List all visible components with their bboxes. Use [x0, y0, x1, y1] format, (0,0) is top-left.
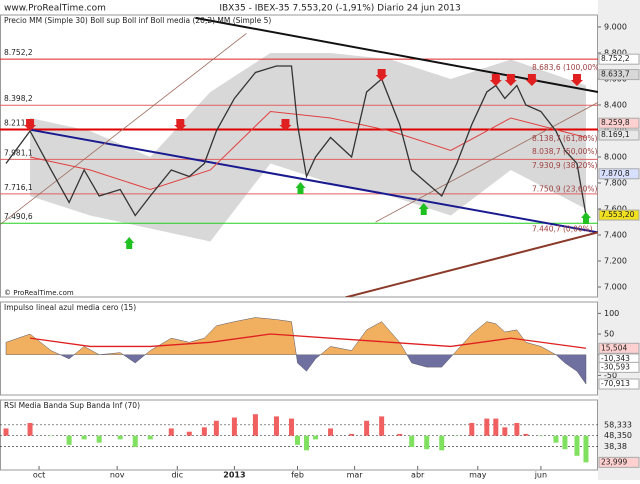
level-label: 7.981,1 — [4, 148, 33, 157]
band-label: 48,350 — [604, 431, 632, 440]
rsi-bar — [484, 419, 489, 436]
panel-legend: RSI Media Banda Sup Banda Inf (70) — [4, 401, 140, 410]
x-tick-label: oct — [33, 471, 45, 480]
x-tick-label: may — [469, 471, 487, 480]
value-box-label: 23,999 — [601, 457, 627, 466]
value-box-label: 8.169,1 — [601, 130, 630, 139]
x-tick-label: 2013 — [223, 471, 245, 480]
rsi-bar — [409, 436, 414, 447]
rsi-bar — [493, 419, 498, 436]
value-box-label: 7.553,20 — [601, 210, 635, 219]
y-tick-label: 7.000 — [604, 282, 627, 291]
y-tick-label: 8.000 — [604, 152, 627, 161]
band-label: 38,38 — [604, 442, 627, 451]
rsi-bar — [232, 418, 237, 436]
fib-label: 8.683,6 (100,00%) — [532, 63, 602, 72]
fib-label: 8.138,7 (61,80%) — [532, 134, 598, 143]
site: www.ProRealTime.com — [4, 4, 106, 14]
rsi-bar — [274, 416, 279, 435]
y-tick-label: 8.400 — [604, 100, 627, 109]
rsi-bar — [349, 434, 354, 436]
level-label: 8.752,2 — [4, 48, 33, 57]
rsi-bar — [313, 436, 318, 440]
rsi-bar — [118, 436, 123, 440]
x-tick-label: nov — [110, 471, 125, 480]
rsi-bar — [133, 436, 138, 447]
x-tick-label: abr — [411, 471, 425, 480]
rsi-bar — [4, 428, 9, 435]
rsi-bar — [289, 419, 294, 436]
rsi-bar — [439, 436, 444, 451]
rsi-bar — [28, 423, 33, 436]
rsi-bar — [148, 436, 153, 440]
rsi-bar — [523, 434, 528, 436]
rsi-bar — [553, 436, 558, 443]
rsi-bar — [67, 436, 72, 445]
rsi-bar — [328, 428, 333, 435]
rsi-bar — [514, 423, 519, 436]
level-label: 8.398,2 — [4, 94, 33, 103]
y-tick-label: 7.400 — [604, 230, 627, 239]
rsi-bar — [562, 436, 567, 450]
x-tick-label: feb — [291, 471, 304, 480]
y-tick-label: 50 — [604, 330, 614, 339]
fib-label: 7.750,9 (23,60%) — [532, 184, 598, 193]
rsi-bar — [379, 416, 384, 435]
fib-label: 8.038,7 (50,00%) — [532, 147, 598, 156]
rsi-bar — [397, 434, 402, 436]
rsi-bar — [304, 436, 309, 451]
value-box-label: 7.870,8 — [601, 169, 630, 178]
rsi-bar — [169, 428, 174, 435]
rsi-bar — [214, 421, 219, 436]
level-label: 7.716,1 — [4, 183, 33, 192]
panel-legend: Impulso lineal azul media cero (15) — [4, 303, 136, 312]
value-box-label: -70,913 — [601, 379, 630, 388]
fib-label: 7.930,9 (38,20%) — [532, 161, 598, 170]
y-tick-label: 7.200 — [604, 256, 627, 265]
rsi-bar — [502, 427, 507, 435]
x-tick-label: jun — [534, 471, 547, 480]
rsi-bar — [364, 421, 369, 436]
level-label: 7.490,6 — [4, 212, 33, 221]
rsi-bar — [574, 436, 579, 456]
y-tick-label: 100 — [604, 309, 619, 318]
rsi-bar — [424, 436, 429, 450]
rsi-bar — [469, 423, 474, 436]
rsi-bar — [202, 427, 207, 435]
rsi-bar — [82, 436, 87, 440]
x-tick-label: mar — [347, 471, 364, 480]
title: IBX35 - IBEX-35 7.553,20 (-1,91%) Diario… — [219, 4, 460, 14]
panel-legend: Precio MM (Simple 30) Boll sup Boll inf … — [4, 16, 271, 25]
rsi-bar — [583, 436, 588, 463]
rsi-bar — [295, 436, 300, 445]
copyright: © ProRealTime.com — [4, 289, 74, 297]
x-tick-label: dic — [171, 471, 183, 480]
band-label: 58,333 — [604, 420, 632, 429]
value-box-label: 8.752,2 — [601, 54, 630, 63]
rsi-bar — [253, 414, 258, 435]
value-box-label: 8.633,7 — [601, 70, 630, 79]
value-box-label: 15,504 — [601, 343, 627, 352]
y-tick-label: 9.000 — [604, 22, 627, 31]
rsi-bar — [97, 436, 102, 443]
fib-label: 7.440,7 (0,00%) — [532, 225, 593, 234]
rsi-bar — [187, 432, 192, 436]
y-tick-label: 7.800 — [604, 178, 627, 187]
value-box-label: -30,593 — [601, 362, 630, 371]
level-label: 8.211 — [4, 119, 26, 128]
value-box-label: 8.259,8 — [601, 118, 630, 127]
